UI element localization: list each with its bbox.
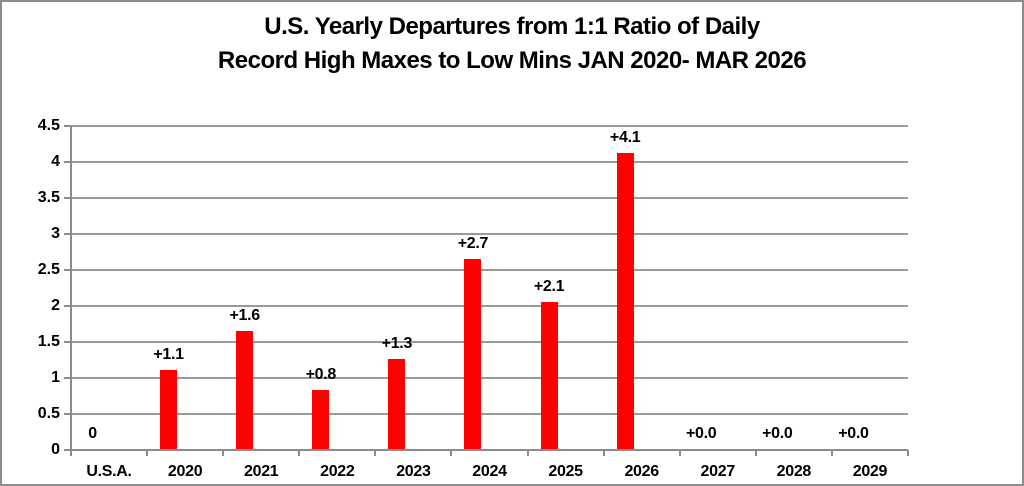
bar-value-label: +1.3 bbox=[381, 334, 413, 352]
bar bbox=[540, 301, 558, 450]
y-axis-tick bbox=[64, 377, 71, 379]
bar-value-label: 0 bbox=[88, 425, 97, 442]
gridline bbox=[71, 305, 908, 307]
y-axis-label: 2 bbox=[51, 297, 60, 314]
gridline bbox=[71, 125, 908, 127]
x-axis-tick bbox=[70, 450, 72, 456]
bar-value-label: +0.0 bbox=[838, 425, 869, 442]
y-axis-tick bbox=[64, 269, 71, 271]
y-axis-label: 4 bbox=[51, 153, 60, 170]
x-axis-tick bbox=[222, 450, 225, 456]
x-axis-label: 2025 bbox=[548, 463, 583, 480]
x-axis-label: 2028 bbox=[776, 463, 812, 480]
bar bbox=[160, 370, 178, 450]
x-axis-label: 2026 bbox=[624, 463, 659, 480]
bar-value-label: +4.1 bbox=[609, 128, 641, 146]
x-axis-label: 2022 bbox=[320, 463, 355, 480]
y-axis-label: 2.5 bbox=[37, 261, 60, 278]
x-axis-label: 2023 bbox=[396, 463, 431, 480]
y-axis-label: 1 bbox=[51, 369, 60, 386]
gridline bbox=[71, 233, 908, 235]
y-axis-label: 0.5 bbox=[37, 405, 60, 422]
bar-value-label: +2.7 bbox=[457, 235, 489, 253]
y-axis-tick bbox=[64, 197, 71, 199]
gridline bbox=[71, 197, 908, 199]
gridline bbox=[71, 341, 908, 343]
bar-value-label: +0.8 bbox=[305, 365, 337, 383]
x-axis-label: 2021 bbox=[244, 463, 279, 480]
bar-value-label: +1.1 bbox=[153, 346, 184, 364]
y-axis-tick bbox=[64, 413, 71, 415]
x-axis-tick bbox=[450, 450, 453, 456]
bar-value-label: +2.1 bbox=[533, 277, 565, 295]
gridline bbox=[71, 161, 908, 163]
chart-title-line2: Record High Maxes to Low Mins JAN 2020- … bbox=[217, 47, 807, 74]
y-axis-label: 4.5 bbox=[37, 117, 60, 134]
y-axis-line bbox=[70, 126, 72, 455]
y-axis-label: 1.5 bbox=[37, 333, 60, 350]
chart-title-line1: U.S. Yearly Departures from 1:1 Ratio of… bbox=[264, 13, 760, 40]
x-axis-label: 2027 bbox=[700, 463, 736, 480]
y-axis-label: 3 bbox=[51, 225, 60, 242]
gridline bbox=[71, 413, 908, 415]
bar-value-label: +0.0 bbox=[686, 425, 717, 442]
x-axis-tick bbox=[907, 450, 909, 456]
x-axis-tick bbox=[526, 450, 529, 456]
x-axis-tick bbox=[602, 450, 605, 456]
y-axis-label: 3.5 bbox=[37, 189, 60, 206]
x-axis-label: 2029 bbox=[852, 463, 888, 480]
bar-value-label: +0.0 bbox=[762, 425, 793, 442]
x-axis-tick bbox=[678, 450, 681, 456]
x-axis-tick bbox=[298, 450, 301, 456]
y-axis-label: 0 bbox=[51, 441, 60, 458]
bar bbox=[464, 259, 482, 450]
x-axis-tick bbox=[830, 450, 833, 456]
x-axis-label: U.S.A. bbox=[86, 463, 132, 480]
bar bbox=[312, 389, 330, 450]
bar-value-label: +1.6 bbox=[229, 307, 260, 325]
y-axis-tick bbox=[64, 341, 71, 343]
y-axis-tick bbox=[64, 305, 71, 307]
x-axis-tick bbox=[374, 450, 377, 456]
y-axis-tick bbox=[64, 233, 71, 235]
bar bbox=[388, 358, 406, 450]
gridline bbox=[71, 269, 908, 271]
bar bbox=[616, 152, 634, 450]
y-axis-tick bbox=[64, 161, 71, 163]
x-axis-line bbox=[65, 449, 908, 451]
x-axis-label: 2024 bbox=[472, 463, 507, 480]
bar bbox=[236, 331, 254, 450]
chart-title: U.S. Yearly Departures from 1:1 Ratio of… bbox=[2, 10, 1022, 78]
gridline bbox=[71, 377, 908, 379]
y-axis-tick bbox=[64, 125, 71, 127]
x-axis-label: 2020 bbox=[167, 463, 203, 480]
x-axis-tick bbox=[754, 450, 757, 456]
x-axis-tick bbox=[146, 450, 149, 456]
